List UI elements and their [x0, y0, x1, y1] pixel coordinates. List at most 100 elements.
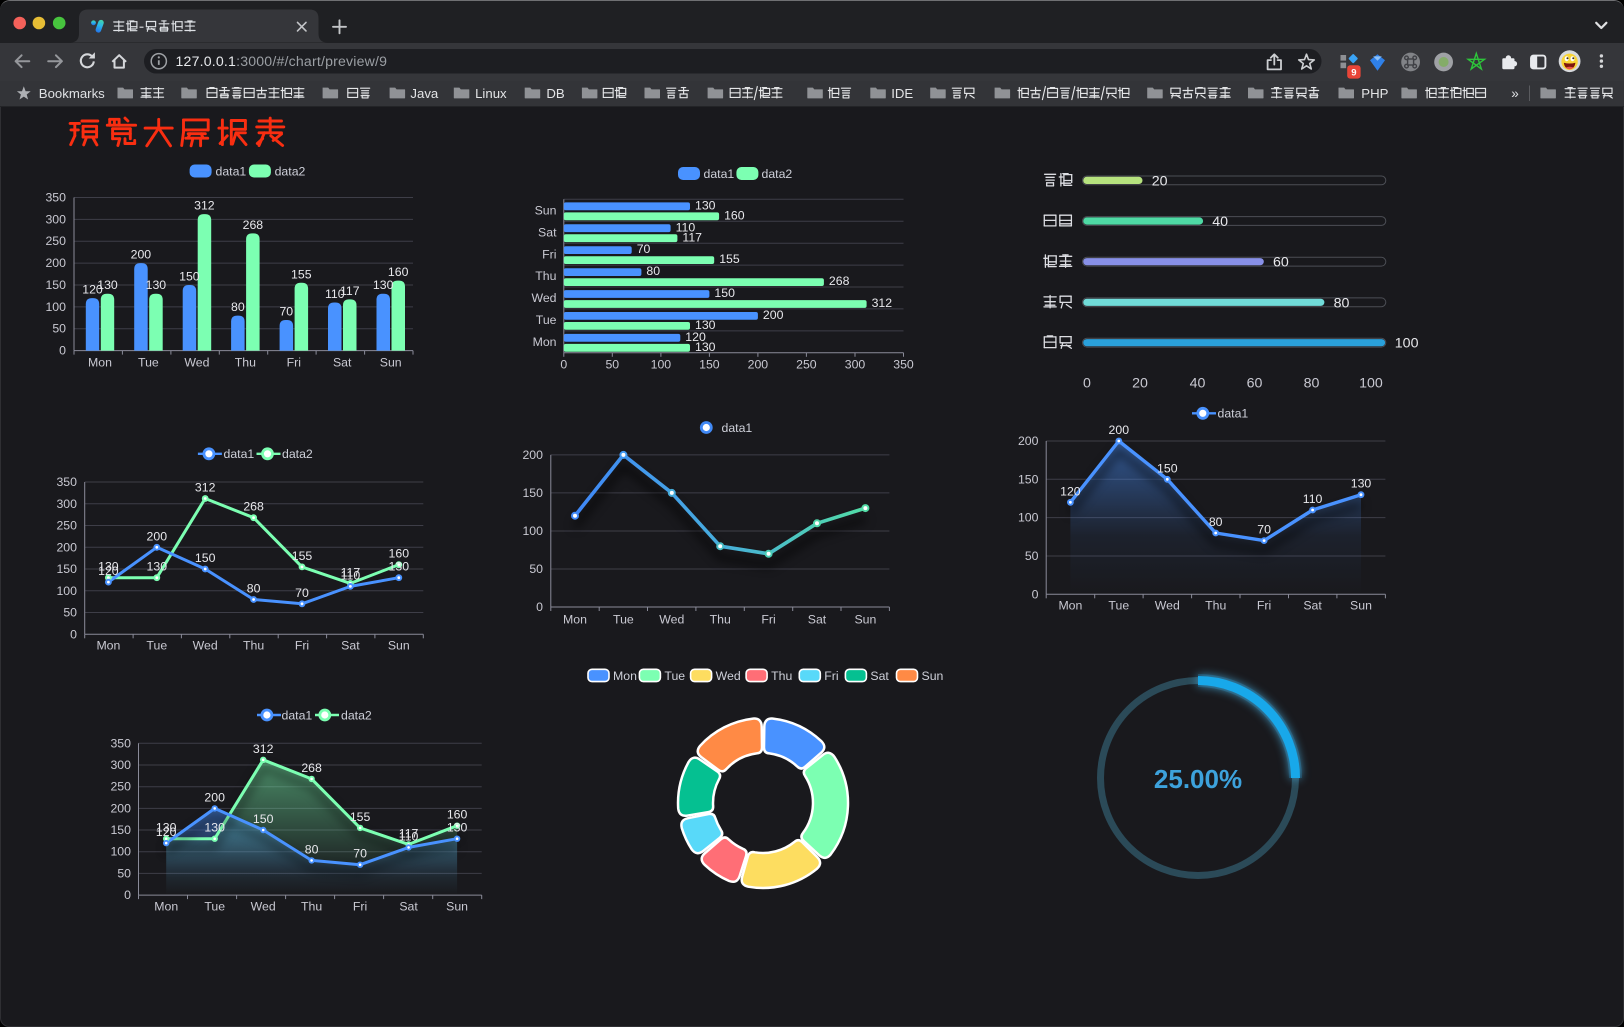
svg-text:Fri: Fri: [542, 247, 556, 261]
svg-text:200: 200: [110, 801, 131, 815]
svg-text:Fri: Fri: [824, 669, 838, 683]
svg-text:110: 110: [676, 220, 696, 234]
svg-text:100: 100: [651, 357, 672, 371]
svg-text:160: 160: [388, 265, 409, 279]
svg-text:130: 130: [146, 278, 167, 292]
svg-text:117: 117: [340, 284, 360, 298]
svg-text:117: 117: [399, 826, 419, 840]
svg-text:110: 110: [1303, 492, 1323, 506]
svg-text:130: 130: [97, 278, 118, 292]
svg-text:data2: data2: [275, 165, 306, 179]
svg-text:100: 100: [110, 845, 131, 859]
svg-text:100: 100: [45, 300, 66, 314]
svg-text:350: 350: [56, 475, 77, 489]
svg-text:Tue: Tue: [664, 669, 685, 683]
svg-text:70: 70: [279, 305, 293, 319]
svg-text:312: 312: [195, 481, 216, 495]
svg-text:Mon: Mon: [88, 356, 112, 370]
svg-text:Tue: Tue: [613, 613, 634, 627]
svg-text:Sat: Sat: [870, 669, 889, 683]
svg-text:0: 0: [1083, 376, 1091, 392]
svg-text:150: 150: [699, 357, 720, 371]
svg-text:250: 250: [110, 780, 131, 794]
svg-text:150: 150: [1018, 472, 1039, 486]
svg-text:Wed: Wed: [531, 291, 556, 305]
svg-text:130: 130: [695, 198, 716, 212]
svg-text:Mon: Mon: [96, 639, 120, 653]
svg-text:250: 250: [56, 519, 77, 533]
svg-text:Sat: Sat: [333, 356, 352, 370]
svg-text:300: 300: [45, 212, 66, 226]
svg-text:70: 70: [295, 586, 309, 600]
svg-text:70: 70: [637, 242, 651, 256]
svg-text:Sat: Sat: [808, 613, 827, 627]
svg-text:350: 350: [110, 736, 131, 750]
svg-text:Sun: Sun: [1350, 599, 1372, 613]
svg-text:130: 130: [695, 318, 716, 332]
svg-text:200: 200: [748, 357, 769, 371]
svg-text:Mon: Mon: [1058, 599, 1082, 613]
svg-text:117: 117: [682, 230, 702, 244]
svg-text:Thu: Thu: [243, 639, 264, 653]
svg-text:80: 80: [1334, 295, 1350, 311]
svg-text:70: 70: [353, 847, 367, 861]
svg-text:120: 120: [82, 283, 103, 297]
svg-text:Sat: Sat: [399, 900, 418, 914]
svg-text:312: 312: [194, 199, 215, 213]
svg-text:data2: data2: [341, 708, 372, 722]
svg-text:50: 50: [529, 562, 543, 576]
svg-text:130: 130: [98, 560, 119, 574]
svg-text:60: 60: [1273, 255, 1289, 271]
svg-text:Bookmarks: Bookmarks: [39, 86, 105, 101]
svg-text:130: 130: [147, 560, 168, 574]
svg-text:200: 200: [131, 248, 152, 262]
svg-text:Sat: Sat: [341, 639, 360, 653]
svg-text:Sun: Sun: [388, 639, 410, 653]
svg-text:Sun: Sun: [854, 613, 876, 627]
svg-text:100: 100: [1018, 511, 1039, 525]
svg-text:0: 0: [536, 600, 543, 614]
svg-text:Tue: Tue: [536, 313, 557, 327]
svg-text:100: 100: [1359, 376, 1383, 392]
svg-text:Thu: Thu: [235, 356, 256, 370]
svg-text:150: 150: [195, 551, 216, 565]
svg-text:Tue: Tue: [204, 900, 225, 914]
svg-text:Mon: Mon: [613, 669, 637, 683]
svg-text:150: 150: [1157, 461, 1178, 475]
svg-text:data1: data1: [216, 165, 247, 179]
svg-text:data1: data1: [1218, 407, 1249, 421]
svg-text:100: 100: [522, 524, 543, 538]
svg-text:300: 300: [110, 758, 131, 772]
svg-text:200: 200: [522, 448, 543, 462]
svg-text:80: 80: [1304, 376, 1320, 392]
svg-text:150: 150: [253, 812, 274, 826]
svg-text:350: 350: [45, 191, 66, 205]
svg-text:80: 80: [1209, 515, 1223, 529]
svg-text:20: 20: [1152, 173, 1168, 189]
svg-text:Wed: Wed: [1155, 599, 1180, 613]
svg-text:100: 100: [56, 584, 77, 598]
svg-text:100: 100: [1395, 336, 1419, 352]
svg-text:300: 300: [56, 497, 77, 511]
svg-text:70: 70: [1257, 523, 1271, 537]
svg-text:Tue: Tue: [1108, 599, 1129, 613]
svg-text:130: 130: [695, 340, 716, 354]
svg-text:data2: data2: [282, 447, 313, 461]
svg-text:Wed: Wed: [251, 900, 276, 914]
svg-text:Fri: Fri: [1257, 599, 1271, 613]
svg-text:Wed: Wed: [716, 669, 741, 683]
svg-text:130: 130: [1351, 477, 1372, 491]
svg-text:350: 350: [893, 357, 914, 371]
svg-text:200: 200: [1018, 434, 1039, 448]
svg-text:20: 20: [1132, 376, 1148, 392]
svg-text:Tue: Tue: [138, 356, 159, 370]
svg-text:150: 150: [110, 823, 131, 837]
svg-text:»: »: [1511, 86, 1519, 101]
svg-text:268: 268: [829, 274, 850, 288]
svg-text:Sun: Sun: [446, 900, 468, 914]
svg-text:150: 150: [45, 278, 66, 292]
svg-text:268: 268: [243, 218, 264, 232]
svg-text:120: 120: [98, 564, 119, 578]
svg-text:150: 150: [179, 270, 200, 284]
svg-text:Sat: Sat: [1303, 599, 1322, 613]
